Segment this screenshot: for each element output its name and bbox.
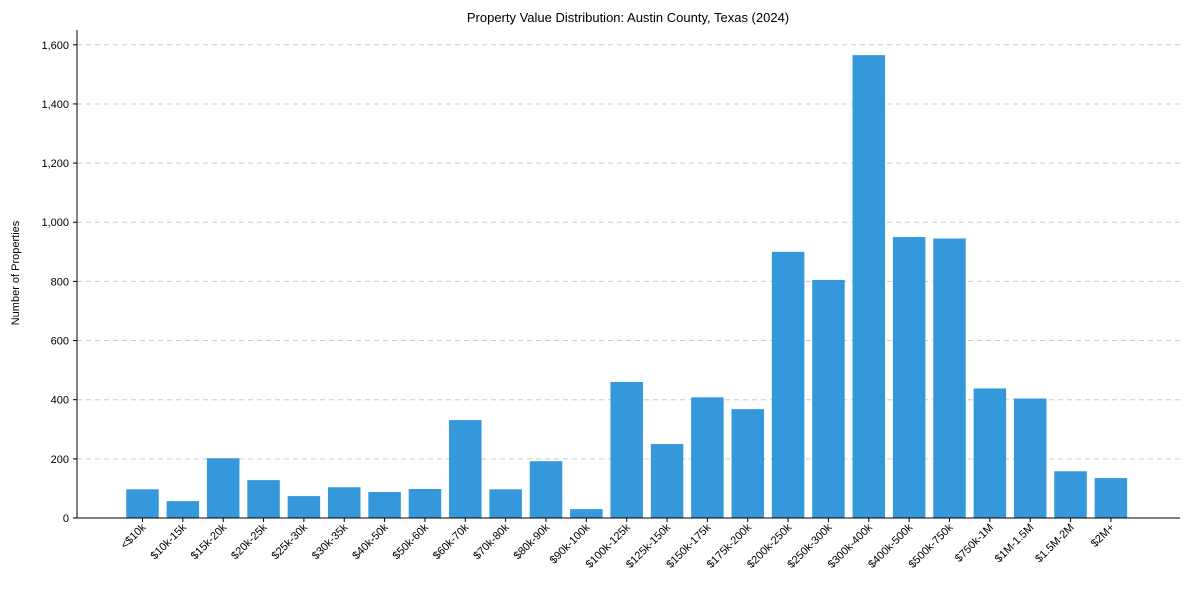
bar xyxy=(973,388,1007,518)
x-tick-label: $50k-60k xyxy=(391,521,432,562)
y-tick-label: 800 xyxy=(51,276,69,288)
x-tick-label: $40k-50k xyxy=(350,521,391,562)
y-tick-label: 1,000 xyxy=(41,217,69,229)
y-ticks: 0 200 400 600 800 1,000 1,200 1,400 1,600 xyxy=(41,40,77,525)
bar xyxy=(328,487,361,518)
x-tick-label: $20k-25k xyxy=(229,521,270,562)
bar xyxy=(691,397,724,518)
x-tick-label: $60k-70k xyxy=(431,521,472,562)
axes xyxy=(76,30,1180,519)
bar xyxy=(731,409,764,518)
y-tick-label: 600 xyxy=(51,336,69,348)
bar xyxy=(206,458,240,518)
y-tick-label: 1,600 xyxy=(41,40,69,52)
y-tick-label: 400 xyxy=(51,395,69,407)
bar xyxy=(368,491,401,518)
bar xyxy=(529,461,563,518)
gridlines xyxy=(77,44,1180,460)
x-tick-label: $1M-1.5M xyxy=(993,522,1037,566)
x-tick-label: $2M+ xyxy=(1089,522,1117,550)
x-tick-label: $70k-80k xyxy=(471,521,512,562)
y-tick-label: 1,200 xyxy=(41,158,69,170)
bar xyxy=(812,279,845,518)
bar xyxy=(570,509,603,518)
bar xyxy=(933,238,966,518)
y-axis-label: Number of Properties xyxy=(10,220,22,325)
bar xyxy=(610,381,643,518)
bars xyxy=(126,55,1128,518)
x-tick-label: $25k-30k xyxy=(270,521,311,562)
bar xyxy=(1094,478,1128,518)
bar xyxy=(287,496,321,518)
x-tick-label: $30k-35k xyxy=(310,521,351,562)
bar xyxy=(489,489,522,518)
y-tick-label: 1,400 xyxy=(41,99,69,111)
x-tick-label: $500k-750k xyxy=(906,521,955,570)
bar xyxy=(408,489,442,518)
chart-title: Property Value Distribution: Austin Coun… xyxy=(467,10,789,25)
x-tick-label: $1.5M-2M xyxy=(1033,522,1077,566)
bar xyxy=(771,251,805,518)
y-tick-label: 200 xyxy=(51,454,69,466)
x-ticks: <$10k $10k-15k $15k-20k $20k-25k $25k-30k $30… xyxy=(119,518,1117,571)
bar xyxy=(1013,398,1047,518)
bar xyxy=(650,444,684,518)
bar xyxy=(852,55,886,518)
x-tick-label: $10k-15k xyxy=(148,521,189,562)
x-tick-label: $80k-90k xyxy=(512,521,553,562)
bar xyxy=(449,420,482,518)
x-tick-label: $15k-20k xyxy=(189,521,230,562)
y-tick-label: 0 xyxy=(63,513,69,525)
bar xyxy=(1054,471,1087,518)
x-tick-label: $750k-1M xyxy=(953,522,996,565)
bar xyxy=(126,489,159,518)
bar xyxy=(166,501,200,518)
x-tick-label: <$10k xyxy=(119,521,149,551)
bar xyxy=(892,237,926,518)
bar xyxy=(247,480,280,518)
